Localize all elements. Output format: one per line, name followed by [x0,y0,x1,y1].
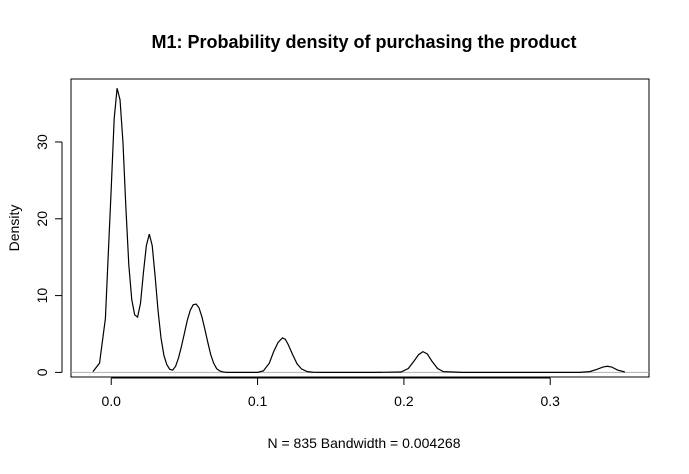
y-axis: 0 10 20 30 [34,134,63,376]
x-axis: 0.0 0.1 0.2 0.3 [102,377,560,409]
x-tick-label: 0.0 [102,393,122,409]
x-axis-label: N = 835 Bandwidth = 0.004268 [267,435,460,451]
y-tick-label: 30 [34,134,50,150]
x-tick-label: 0.2 [394,393,414,409]
series-group [92,88,626,373]
y-tick-label: 20 [34,211,50,227]
x-tick-label: 0.1 [248,393,268,409]
x-tick-label: 0.3 [540,393,560,409]
y-tick-label: 10 [34,288,50,304]
plot-frame [70,78,650,378]
density-series-line [92,88,626,373]
y-axis-label: Density [6,205,22,252]
y-tick-label: 0 [34,368,50,376]
chart-title: M1: Probability density of purchasing th… [151,32,576,52]
